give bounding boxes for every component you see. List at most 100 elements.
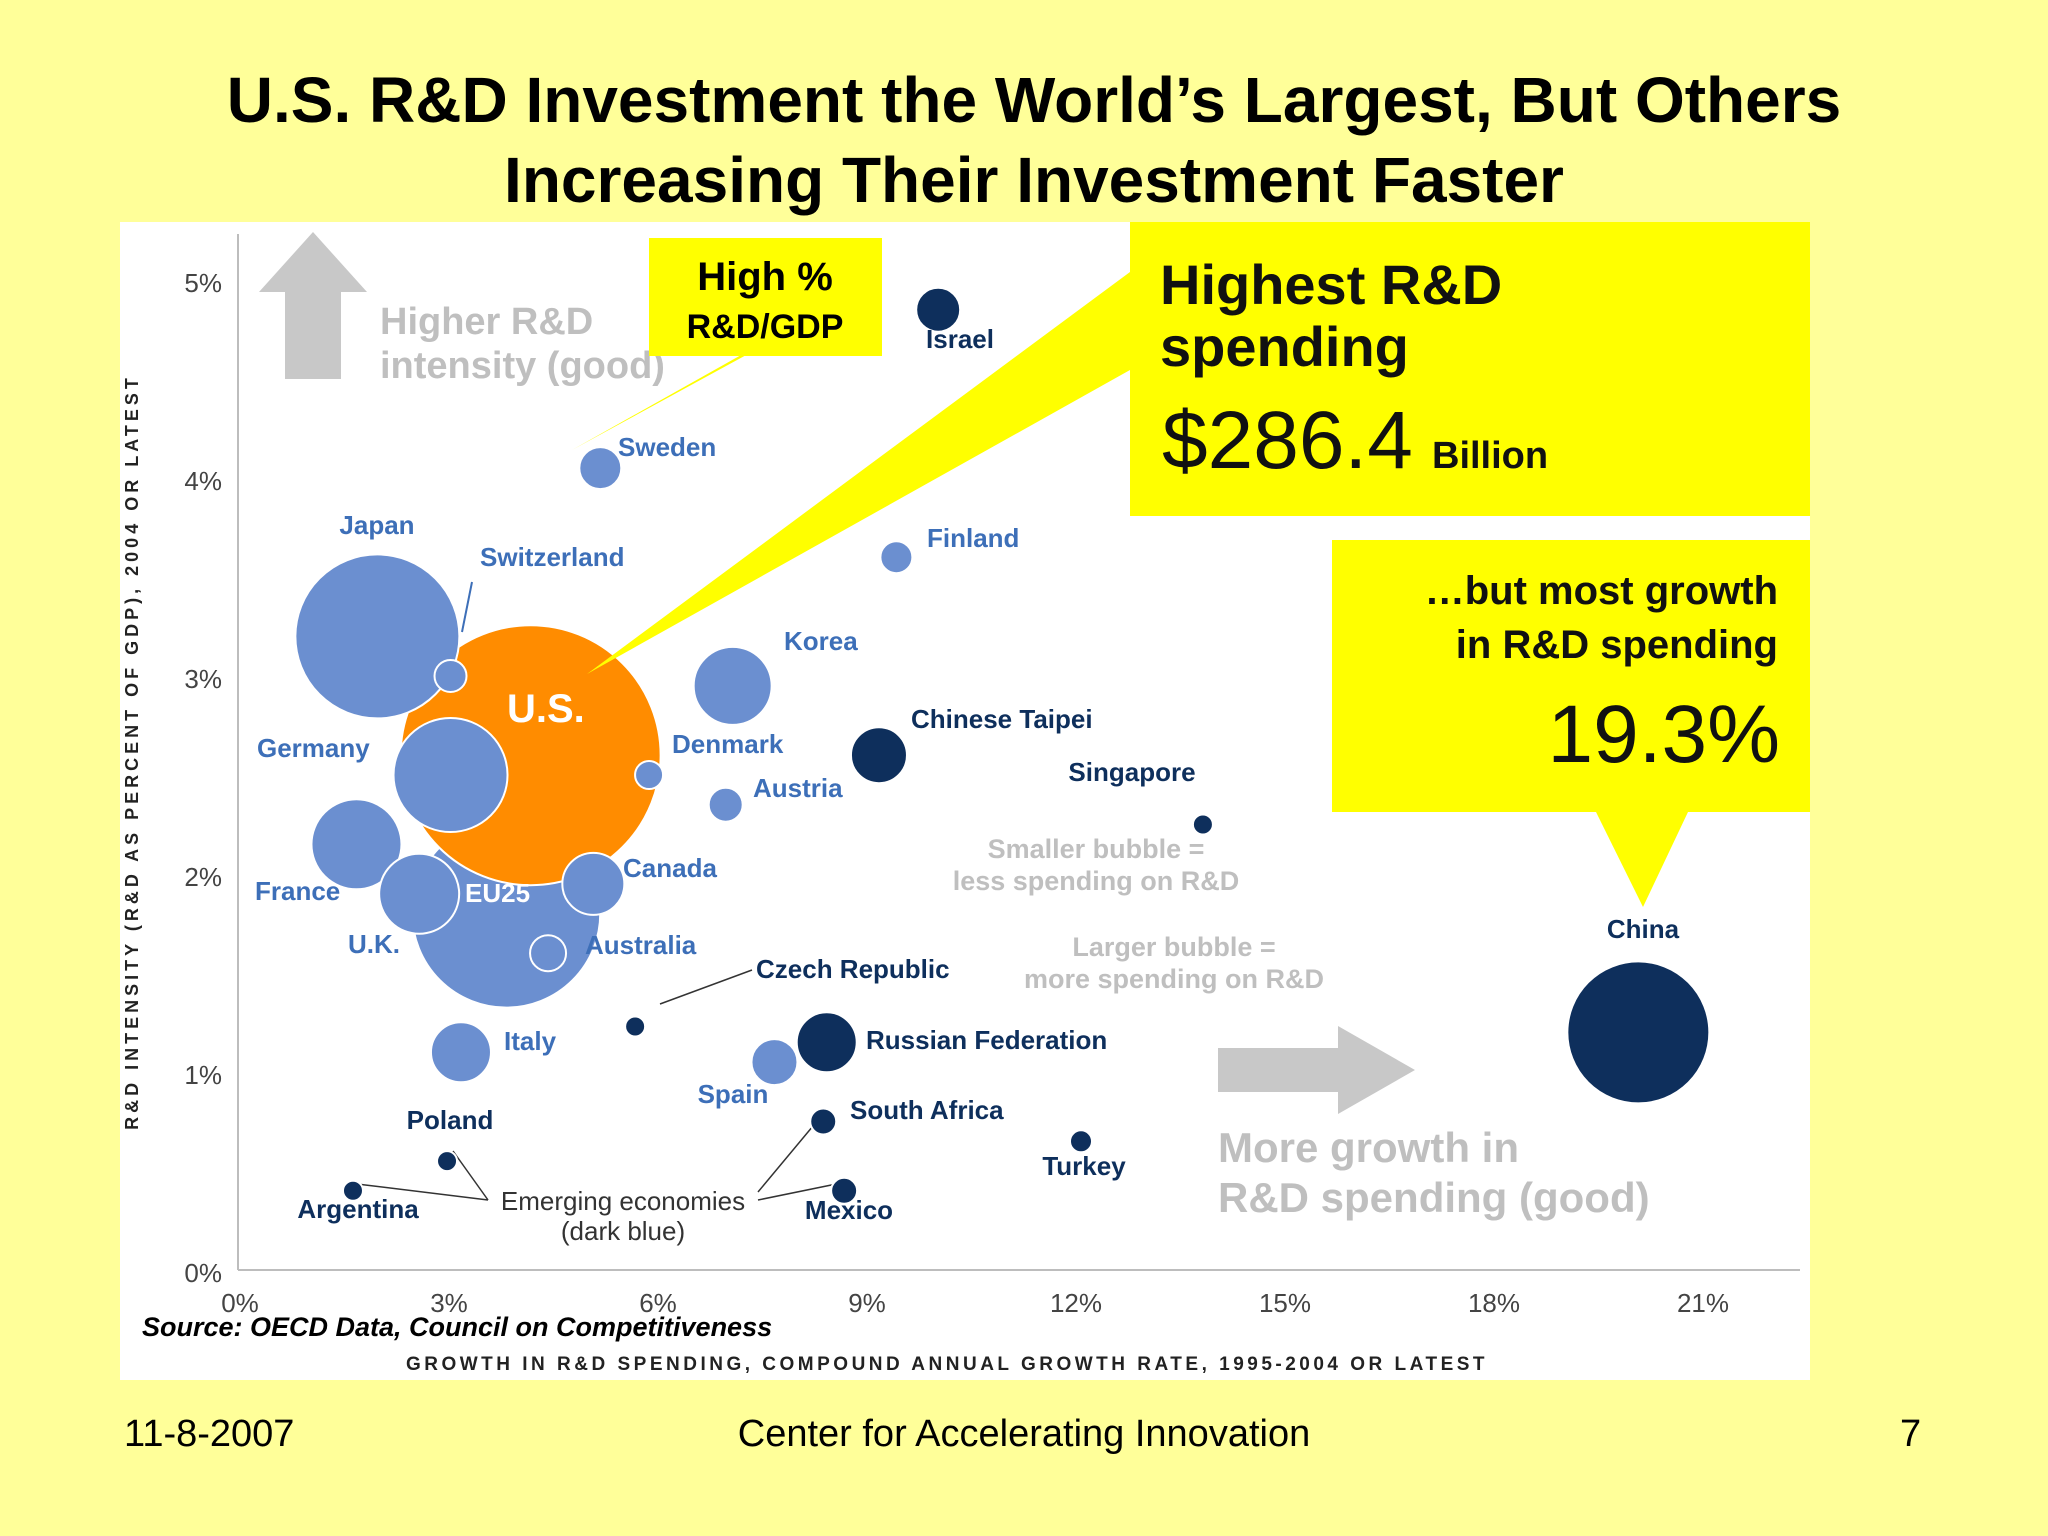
country-label-australia: Australia [585, 930, 697, 960]
bubble-poland [436, 1150, 459, 1173]
y-tick-labels: 0% 1% 2% 3% 4% 5% [184, 268, 222, 1288]
x-tick-label: 21% [1677, 1288, 1729, 1318]
bubble-finland [879, 540, 914, 575]
country-label-spain: Spain [698, 1079, 769, 1109]
y-tick-label: 2% [184, 862, 222, 892]
bubble-czech-republic [624, 1015, 647, 1038]
bubble-mexico [830, 1176, 859, 1205]
emerging-economies-leaders [356, 969, 847, 1201]
larger-bubble-annotation-line-2: more spending on R&D [1024, 964, 1324, 994]
x-tick-label: 18% [1468, 1288, 1520, 1318]
country-label-israel: Israel [926, 324, 994, 354]
bubble-austria [707, 786, 744, 823]
highest-spending-unit: Billion [1432, 435, 1548, 477]
x-tick-label: 15% [1259, 1288, 1311, 1318]
highest-spending-callout [1130, 222, 1810, 516]
country-label-poland: Poland [407, 1105, 494, 1135]
source-note: Source: OECD Data, Council on Competitiv… [142, 1312, 772, 1342]
high-pct-callout-line-1: High % [697, 255, 833, 299]
bubble-argentina [341, 1179, 364, 1202]
country-label-italy: Italy [504, 1026, 557, 1056]
bubble-japan [294, 553, 461, 720]
slide-title-line-2: Increasing Their Investment Faster [504, 144, 1564, 216]
highest-spending-callout-line-2: spending [1160, 315, 1409, 378]
bubble-switzerland [433, 659, 468, 693]
footer-date: 11-8-2007 [124, 1413, 295, 1455]
country-label-turkey: Turkey [1042, 1151, 1126, 1181]
bubble-australia [529, 934, 568, 973]
high-pct-callout-pointer [572, 342, 770, 450]
x-tick-labels: 0% 3% 6% 9% 12% 15% 18% 21% [221, 1288, 1729, 1318]
x-tick-label: 0% [221, 1288, 259, 1318]
bubble-south-africa [809, 1107, 838, 1136]
larger-bubble-annotation-line-1: Larger bubble = [1072, 932, 1275, 962]
up-arrow-icon [259, 232, 367, 379]
y-tick-label: 4% [184, 466, 222, 496]
country-label-mexico: Mexico [805, 1195, 893, 1225]
bubble-spain [750, 1038, 799, 1087]
country-label-u-s: U.S. [507, 687, 585, 731]
y-tick-label: 0% [184, 1258, 222, 1288]
x-axis-label: GROWTH IN R&D SPENDING, COMPOUND ANNUAL … [406, 1354, 1488, 1375]
country-label-finland: Finland [927, 523, 1019, 553]
growth-callout-value: 19.3% [1547, 689, 1780, 780]
x-tick-label: 3% [430, 1288, 468, 1318]
y-axis-label: R&D INTENSITY (R&D AS PERCENT OF GDP), 2… [122, 374, 142, 1130]
x-tick-label: 12% [1050, 1288, 1102, 1318]
x-tick-label: 6% [639, 1288, 677, 1318]
country-labels: Israel Sweden Finland Japan Switzerland U.S. K… [255, 324, 1680, 1225]
higher-intensity-annotation-line-1: Higher R&D [380, 301, 593, 343]
country-label-austria: Austria [753, 773, 843, 803]
country-label-denmark: Denmark [672, 729, 784, 759]
bubble-israel [915, 286, 962, 333]
more-growth-annotation-line-2: R&D spending (good) [1218, 1174, 1650, 1221]
switzerland-leader-line [461, 581, 473, 633]
bubble-turkey [1069, 1129, 1093, 1154]
y-tick-label: 1% [184, 1060, 222, 1090]
country-label-eu25: EU25 [465, 878, 530, 908]
growth-callout-line-1: …but most growth [1425, 569, 1778, 613]
footer-organization: Center for Accelerating Innovation [737, 1413, 1311, 1455]
highest-spending-callout-pointer [587, 272, 1130, 674]
bubble-denmark [634, 760, 665, 790]
right-arrow-icon [1218, 1026, 1415, 1114]
highest-spending-callout-line-1: Highest R&D [1160, 253, 1502, 316]
bubbles [294, 286, 1711, 1205]
slide-title-line-1: U.S. R&D Investment the World’s Largest,… [226, 64, 1842, 136]
bubble-russian-federation [795, 1011, 858, 1074]
smaller-bubble-annotation-line-1: Smaller bubble = [988, 834, 1205, 864]
high-pct-callout [649, 238, 882, 356]
emerging-economies-annotation-line-2: (dark blue) [561, 1216, 685, 1246]
bubble-china [1566, 960, 1711, 1105]
bubble-sweden [578, 446, 623, 491]
country-label-france: France [255, 876, 340, 906]
bubble-france [310, 798, 403, 891]
country-label-u-k: U.K. [348, 929, 400, 959]
bubble-chinese-taipei [849, 726, 908, 785]
growth-callout-line-2: in R&D spending [1456, 623, 1778, 667]
slide-title: U.S. R&D Investment the World’s Largest,… [0, 60, 2048, 220]
country-label-argentina: Argentina [297, 1194, 419, 1224]
country-label-japan: Japan [339, 510, 414, 540]
emerging-economies-annotation-line-1: Emerging economies [501, 1186, 745, 1216]
highest-spending-value: $286.4 [1162, 395, 1413, 486]
smaller-bubble-annotation-line-2: less spending on R&D [953, 866, 1240, 896]
country-label-canada: Canada [623, 853, 717, 883]
bubble-chart: 0% 1% 2% 3% 4% 5% 0% 3% 6% 9% 12% 15% 18% 21% R&D IN… [122, 222, 1810, 1375]
country-label-south-africa: South Africa [850, 1095, 1004, 1125]
y-tick-label: 3% [184, 664, 222, 694]
country-label-sweden: Sweden [618, 432, 716, 462]
country-label-korea: Korea [784, 626, 858, 656]
y-tick-label: 5% [184, 268, 222, 298]
bubble-canada [561, 851, 626, 916]
bubble-italy [429, 1021, 492, 1084]
growth-callout [1332, 540, 1810, 812]
country-label-china: China [1607, 914, 1680, 944]
more-growth-annotation-line-1: More growth in [1218, 1124, 1519, 1171]
country-label-switzerland: Switzerland [480, 542, 624, 572]
country-label-singapore: Singapore [1068, 757, 1195, 787]
country-label-czech-republic: Czech Republic [756, 954, 950, 984]
page-number: 7 [1900, 1413, 1922, 1455]
bubble-korea [692, 645, 773, 726]
high-pct-callout-line-2: R&D/GDP [687, 308, 844, 346]
